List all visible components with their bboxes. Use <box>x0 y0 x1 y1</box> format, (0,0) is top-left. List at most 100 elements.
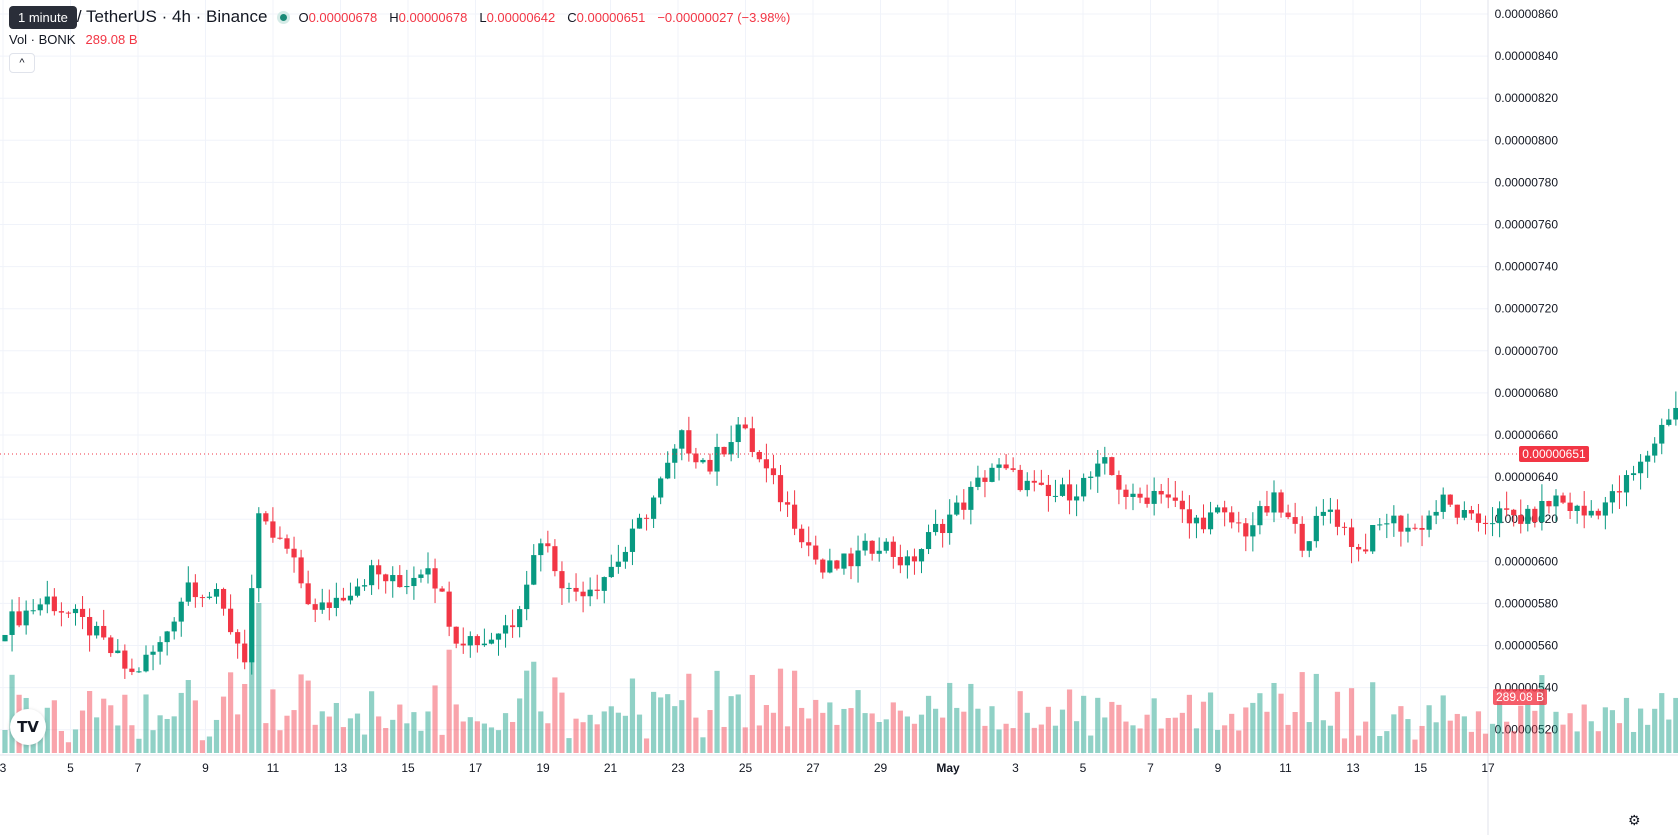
candle-body <box>235 632 241 644</box>
volume-bar <box>1334 691 1341 753</box>
volume-bar <box>763 705 769 753</box>
volume-bar <box>1102 717 1108 753</box>
volume-bar <box>841 708 847 753</box>
x-tick-label: 21 <box>604 761 618 775</box>
volume-bar <box>658 697 664 753</box>
volume-bar <box>1447 720 1453 753</box>
candle-body <box>249 588 255 663</box>
candle-body <box>679 430 685 449</box>
volume-bar <box>1236 730 1242 753</box>
candle-body <box>495 633 502 640</box>
volume-bar <box>700 737 706 753</box>
volume-bar <box>629 678 636 753</box>
candle-body <box>1059 484 1066 496</box>
gear-icon[interactable]: ⚙ <box>1628 812 1641 828</box>
volume-bar <box>376 716 382 753</box>
y-tick-label: 0.00000720 <box>1495 302 1559 316</box>
close-label: C <box>567 9 577 25</box>
volume-bar <box>2 730 8 753</box>
volume-bar <box>185 680 191 753</box>
volume-bar <box>777 668 784 753</box>
candle-body <box>326 602 332 608</box>
candle-body <box>1616 491 1623 493</box>
volume-bar <box>693 717 699 753</box>
x-tick-label: 5 <box>1080 761 1087 775</box>
candle-body <box>439 588 445 592</box>
volume-bar <box>1200 701 1207 753</box>
volume-bar <box>1419 725 1425 753</box>
x-tick-label: 23 <box>671 761 685 775</box>
candle-body <box>1003 464 1009 469</box>
candle-body <box>1468 510 1474 514</box>
candle-body <box>587 589 593 597</box>
candle-body <box>601 577 607 591</box>
volume-bar <box>735 694 741 753</box>
candle-body <box>143 654 149 672</box>
volume-bar <box>192 700 198 753</box>
volume-bar <box>277 730 283 753</box>
volume-bar <box>467 717 473 753</box>
volume-bar <box>1327 725 1333 753</box>
collapse-legend-button[interactable]: ^ <box>9 53 35 73</box>
volume-bar <box>453 704 459 753</box>
candle-body <box>1151 490 1157 504</box>
x-tick-label: 17 <box>469 761 483 775</box>
x-tick-label: 3 <box>0 761 7 775</box>
volume-bar <box>1363 721 1369 753</box>
y-tick-label: 0.00000660 <box>1495 428 1559 442</box>
volume-bar <box>390 719 396 753</box>
candle-body <box>1489 523 1496 525</box>
candle-body <box>573 587 579 592</box>
y-tick-label: 0.00000740 <box>1495 260 1559 274</box>
volume-bar <box>1045 706 1051 753</box>
volume-bar <box>813 699 819 753</box>
volume-bar <box>1348 688 1355 753</box>
candle-body <box>9 611 15 635</box>
tradingview-logo-icon[interactable]: TV <box>10 709 46 745</box>
volume-bar <box>1630 731 1637 753</box>
symbol-title[interactable]: / TetherUS · 4h · Binance <box>76 7 268 26</box>
volume-bar <box>178 692 184 753</box>
candle-body <box>566 587 572 589</box>
candle-body <box>502 625 509 634</box>
volume-bar <box>1391 714 1397 753</box>
candle-body <box>164 631 170 643</box>
candle-body <box>263 513 269 522</box>
volume-bar <box>855 690 861 753</box>
candle-body <box>954 502 960 515</box>
candle-body <box>1074 496 1080 501</box>
candle-body <box>827 560 833 573</box>
last-price-label: 0.00000651 <box>1522 447 1586 461</box>
volume-value: 289.08 B <box>85 32 138 47</box>
candle-body <box>361 585 368 587</box>
volume-bar <box>305 680 311 753</box>
candle-body <box>862 540 868 551</box>
y-tick-label: 0.00000860 <box>1495 7 1559 21</box>
volume-bar <box>1546 732 1552 753</box>
volume-bar <box>1525 704 1531 753</box>
volume-bar <box>446 649 452 753</box>
candle-body <box>1666 419 1672 425</box>
candle-body <box>369 565 375 586</box>
x-tick-label: 15 <box>401 761 415 775</box>
candle-body <box>1581 505 1587 516</box>
candle-body <box>1504 508 1510 510</box>
x-tick-label: 25 <box>739 761 753 775</box>
volume-bar <box>108 705 114 753</box>
volume-bar <box>171 716 177 753</box>
candle-body <box>277 537 283 539</box>
candle-body <box>242 643 248 663</box>
volume-bar <box>383 728 389 753</box>
candle-body <box>749 428 755 452</box>
volume-bar <box>157 715 163 753</box>
volume-bar <box>333 702 339 753</box>
candle-body <box>1595 510 1601 516</box>
candle-body <box>136 671 142 673</box>
volume-bar <box>792 670 798 753</box>
market-status-icon[interactable] <box>277 10 291 24</box>
volume-bar <box>1320 720 1326 753</box>
volume-bar <box>862 713 868 753</box>
volume-bar <box>1412 739 1418 753</box>
volume-bar <box>228 672 234 753</box>
